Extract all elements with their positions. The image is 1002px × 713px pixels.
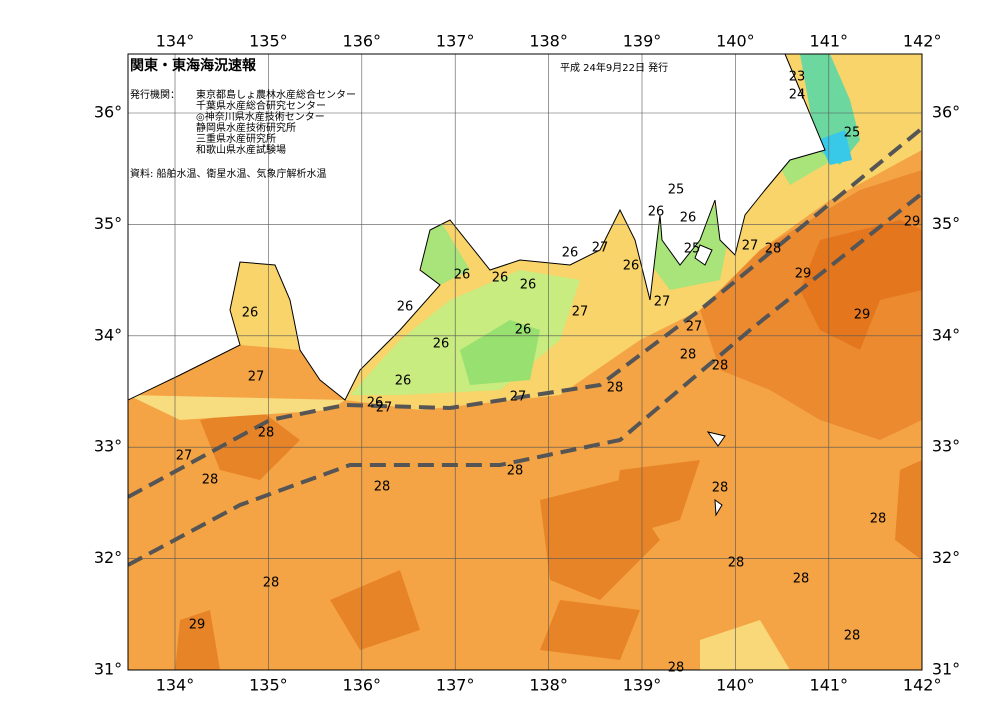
lon-label: 140° (716, 32, 755, 51)
issuer: 東京都島しょ農林水産総合センター (196, 88, 356, 101)
contour-label: 26 (395, 374, 412, 389)
title: 関東・東海海況速報 (130, 57, 257, 74)
contour-label: 26 (367, 396, 384, 411)
lon-label: 141° (810, 32, 849, 51)
contour-label: 26 (515, 323, 532, 338)
contour-label: 28 (765, 242, 782, 257)
contour-label: 26 (562, 246, 579, 261)
contour-label: 29 (189, 618, 206, 633)
issuer: 静岡県水産技術研究所 (196, 121, 296, 134)
contour-label: 25 (668, 183, 685, 198)
lon-label: 134° (156, 676, 195, 695)
contour-label: 29 (854, 308, 871, 323)
contour-label: 25 (684, 242, 701, 257)
contour-label: 26 (680, 211, 697, 226)
contour-label: 28 (202, 473, 219, 488)
contour-label: 28 (263, 576, 280, 591)
contour-label: 26 (648, 205, 665, 220)
contour-label: 26 (433, 337, 450, 352)
contour-label: 27 (592, 241, 609, 256)
contour-label: 29 (795, 267, 812, 282)
contour-label: 27 (510, 390, 527, 405)
lat-label: 32° (932, 548, 960, 567)
contour-label: 26 (242, 306, 259, 321)
lat-label: 36° (94, 103, 122, 122)
contour-label: 27 (248, 370, 265, 385)
lon-label: 136° (343, 32, 382, 51)
lon-label: 136° (343, 676, 382, 695)
issuer: 三重県水産研究所 (196, 132, 276, 145)
lat-label: 34° (932, 325, 960, 344)
contour-label: 27 (572, 305, 589, 320)
header: 関東・東海海況速報 平成 24年9月22日 発行 発行機関： 資料: 船舶水温、… (130, 57, 668, 180)
lat-label: 34° (94, 325, 122, 344)
contour-label: 23 (789, 70, 806, 85)
lon-label: 142° (903, 676, 942, 695)
lat-label: 33° (94, 437, 122, 456)
lat-label: 32° (94, 548, 122, 567)
contour-label: 28 (728, 556, 745, 571)
contour-label: 26 (623, 259, 640, 274)
issuer: 和歌山県水産試験場 (196, 143, 286, 156)
contour-label: 28 (844, 629, 861, 644)
contour-label: 26 (397, 300, 414, 315)
lon-label: 138° (529, 32, 568, 51)
lon-label: 141° (810, 676, 849, 695)
lat-label: 35° (94, 214, 122, 233)
issuer: 千葉県水産総合研究センター (196, 99, 326, 112)
lon-label: 139° (623, 676, 662, 695)
lon-label: 140° (716, 676, 755, 695)
contour-label: 28 (507, 464, 524, 479)
lat-label: 31° (932, 660, 960, 679)
contour-label: 28 (374, 480, 391, 495)
contour-label: 27 (654, 295, 671, 310)
lon-label: 134° (156, 32, 195, 51)
issuer: ◎神奈川県水産技術センター (196, 110, 325, 123)
lat-label: 31° (94, 660, 122, 679)
contour-label: 24 (789, 88, 806, 103)
contour-label: 28 (712, 359, 729, 374)
contour-label: 27 (742, 239, 759, 254)
source: 資料: 船舶水温、衛星水温、気象庁解析水温 (130, 167, 327, 180)
contour-label: 25 (844, 126, 861, 141)
contour-label: 26 (520, 278, 537, 293)
contour-label: 28 (258, 426, 275, 441)
contour-label: 28 (793, 572, 810, 587)
contour-label: 28 (712, 481, 729, 496)
lat-label: 35° (932, 214, 960, 233)
lat-label: 36° (932, 103, 960, 122)
contour-label: 28 (680, 348, 697, 363)
contour-label: 28 (870, 512, 887, 527)
contour-label: 27 (176, 449, 193, 464)
issue-date: 平成 24年9月22日 発行 (560, 61, 668, 74)
contour-label: 27 (376, 401, 393, 416)
contour-label: 27 (686, 320, 703, 335)
contour-label: 26 (454, 268, 471, 283)
contour-label: 26 (492, 271, 509, 286)
contour-label: 28 (607, 381, 624, 396)
lon-label: 142° (903, 32, 942, 51)
issuer-label: 発行機関： (130, 88, 180, 101)
lon-label: 135° (249, 32, 288, 51)
lon-label: 138° (529, 676, 568, 695)
map-frame (127, 53, 923, 671)
lat-label: 33° (932, 437, 960, 456)
lon-label: 137° (436, 676, 475, 695)
lon-label: 137° (436, 32, 475, 51)
lon-label: 139° (623, 32, 662, 51)
lon-label: 135° (249, 676, 288, 695)
contour-label: 28 (668, 661, 685, 676)
contour-label: 29 (904, 215, 921, 230)
